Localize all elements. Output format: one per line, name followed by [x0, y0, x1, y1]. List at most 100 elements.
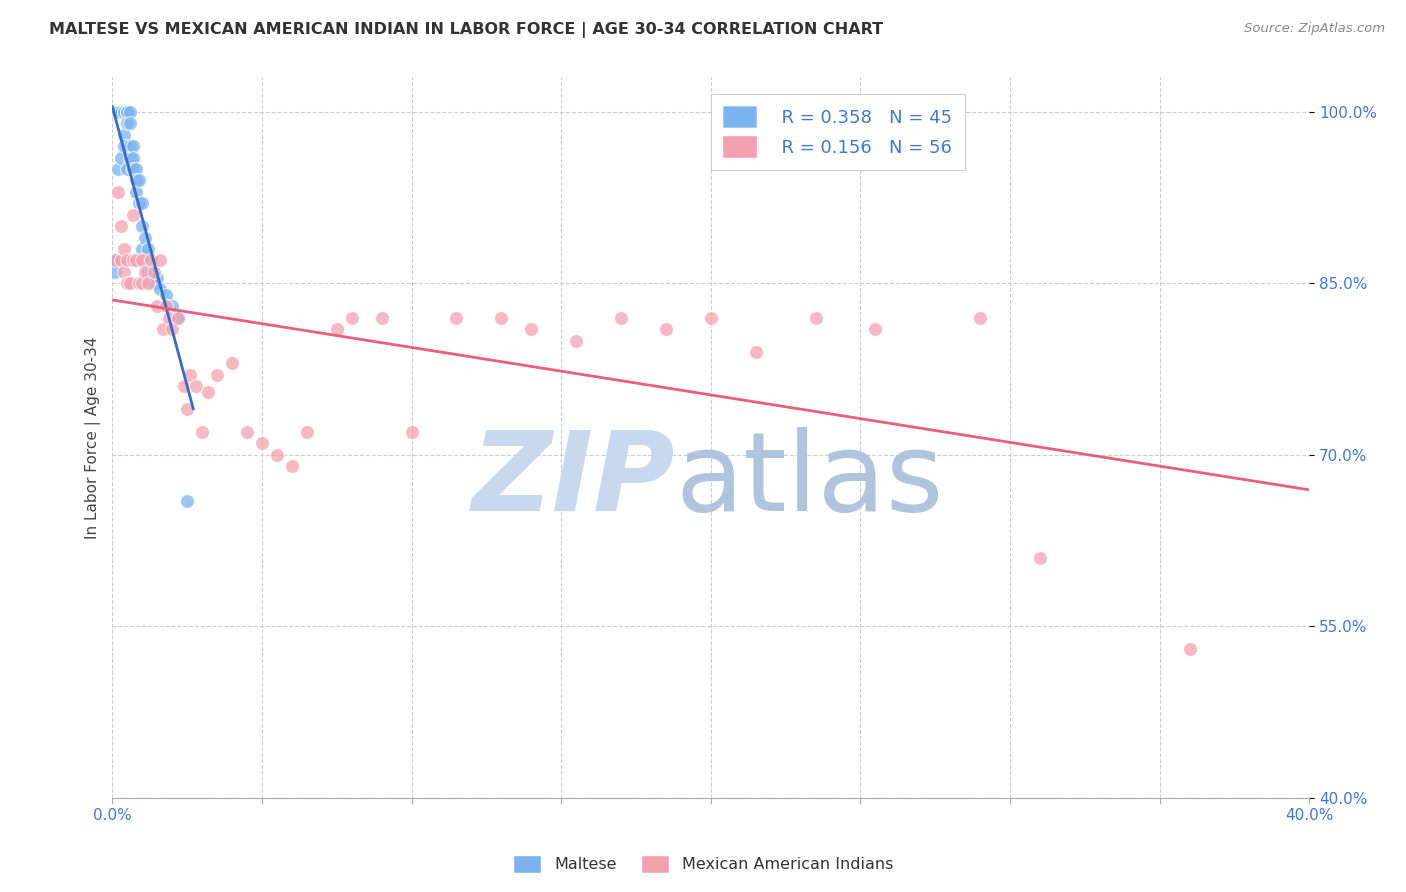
Point — [157, 310, 180, 325]
Point — [122, 139, 145, 153]
Point — [131, 196, 153, 211]
Point — [969, 310, 991, 325]
Point — [125, 185, 148, 199]
Point — [117, 277, 139, 291]
Point — [120, 277, 142, 291]
Point — [176, 493, 198, 508]
Point — [131, 219, 153, 234]
Point — [125, 173, 148, 187]
Point — [865, 322, 887, 336]
Point — [162, 299, 184, 313]
Point — [122, 151, 145, 165]
Point — [162, 322, 184, 336]
Point — [112, 139, 135, 153]
Point — [117, 104, 139, 119]
Point — [134, 265, 156, 279]
Point — [446, 310, 468, 325]
Point — [143, 277, 166, 291]
Point — [122, 161, 145, 176]
Point — [120, 139, 142, 153]
Point — [107, 104, 129, 119]
Point — [326, 322, 349, 336]
Point — [236, 425, 259, 439]
Point — [491, 310, 513, 325]
Point — [149, 253, 172, 268]
Point — [141, 253, 163, 268]
Point — [112, 242, 135, 256]
Point — [131, 277, 153, 291]
Point — [107, 104, 129, 119]
Point — [117, 104, 139, 119]
Text: MALTESE VS MEXICAN AMERICAN INDIAN IN LABOR FORCE | AGE 30-34 CORRELATION CHART: MALTESE VS MEXICAN AMERICAN INDIAN IN LA… — [49, 22, 883, 38]
Point — [136, 265, 159, 279]
Text: atlas: atlas — [675, 427, 943, 534]
Point — [370, 310, 392, 325]
Point — [149, 282, 172, 296]
Point — [112, 104, 135, 119]
Point — [146, 270, 169, 285]
Point — [104, 265, 127, 279]
Point — [131, 242, 153, 256]
Point — [295, 425, 318, 439]
Point — [122, 208, 145, 222]
Point — [179, 368, 201, 382]
Point — [520, 322, 543, 336]
Point — [141, 265, 163, 279]
Point — [125, 253, 148, 268]
Point — [191, 425, 214, 439]
Point — [155, 299, 177, 313]
Point — [136, 277, 159, 291]
Point — [117, 116, 139, 130]
Point — [173, 379, 195, 393]
Point — [134, 230, 156, 244]
Point — [152, 322, 174, 336]
Point — [266, 448, 288, 462]
Point — [104, 253, 127, 268]
Point — [176, 402, 198, 417]
Point — [107, 161, 129, 176]
Point — [1178, 642, 1201, 657]
Point — [110, 151, 132, 165]
Legend:   R = 0.358   N = 45,   R = 0.156   N = 56: R = 0.358 N = 45, R = 0.156 N = 56 — [711, 94, 965, 169]
Point — [107, 185, 129, 199]
Point — [110, 104, 132, 119]
Point — [134, 253, 156, 268]
Point — [107, 104, 129, 119]
Point — [117, 104, 139, 119]
Point — [146, 299, 169, 313]
Point — [197, 384, 219, 399]
Point — [401, 425, 423, 439]
Point — [281, 459, 304, 474]
Point — [186, 379, 208, 393]
Point — [112, 128, 135, 142]
Point — [250, 436, 273, 450]
Point — [120, 151, 142, 165]
Point — [131, 253, 153, 268]
Point — [112, 265, 135, 279]
Point — [340, 310, 363, 325]
Point — [167, 310, 190, 325]
Point — [122, 253, 145, 268]
Text: ZIP: ZIP — [471, 427, 675, 534]
Point — [125, 161, 148, 176]
Point — [128, 173, 150, 187]
Point — [167, 310, 190, 325]
Legend: Maltese, Mexican American Indians: Maltese, Mexican American Indians — [506, 848, 900, 880]
Point — [120, 116, 142, 130]
Point — [128, 277, 150, 291]
Point — [700, 310, 723, 325]
Point — [205, 368, 228, 382]
Point — [565, 334, 588, 348]
Point — [655, 322, 678, 336]
Point — [136, 242, 159, 256]
Point — [610, 310, 633, 325]
Point — [143, 265, 166, 279]
Point — [804, 310, 827, 325]
Point — [128, 196, 150, 211]
Point — [120, 104, 142, 119]
Point — [110, 219, 132, 234]
Point — [1029, 550, 1052, 565]
Point — [110, 253, 132, 268]
Point — [117, 161, 139, 176]
Point — [744, 345, 766, 359]
